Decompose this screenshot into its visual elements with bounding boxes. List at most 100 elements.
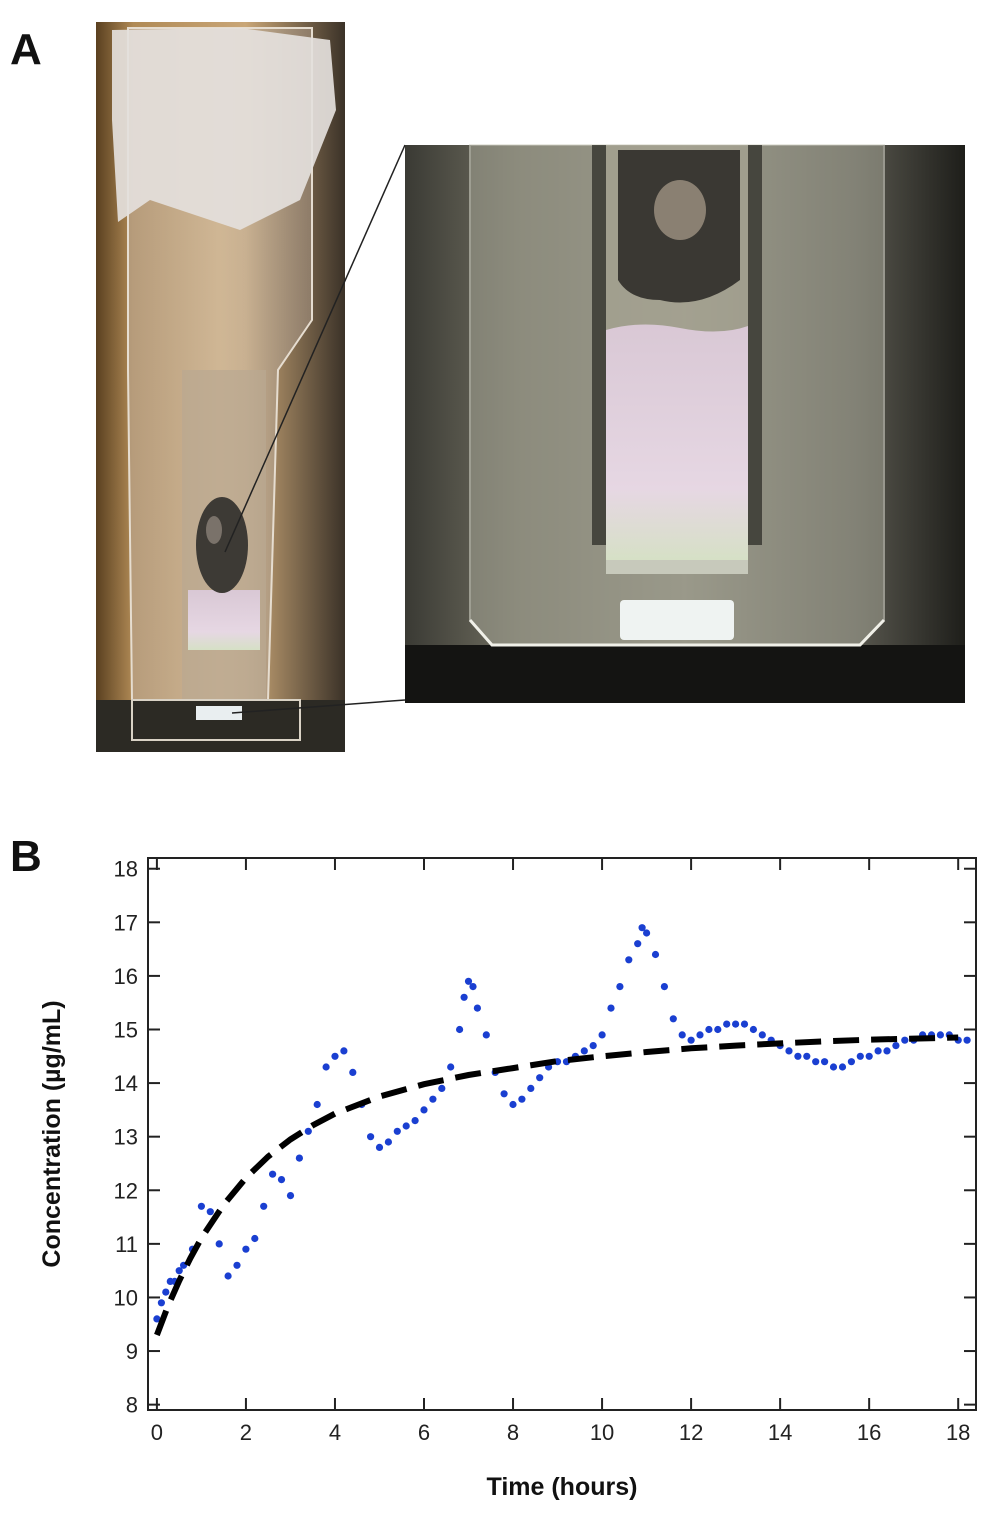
x-tick-label: 16 (857, 1420, 881, 1445)
data-point (607, 1004, 615, 1012)
data-point (295, 1154, 303, 1162)
cuvette-photos (96, 22, 965, 752)
data-point (634, 940, 642, 948)
data-point (482, 1031, 490, 1039)
data-point (402, 1122, 410, 1130)
data-point (518, 1095, 526, 1103)
data-point (883, 1047, 891, 1055)
cuvette-full-photo (96, 22, 345, 752)
data-point (469, 983, 477, 991)
data-point (589, 1042, 597, 1050)
data-point (500, 1090, 508, 1098)
data-points (153, 924, 971, 1323)
x-tick-label: 12 (679, 1420, 703, 1445)
concentration-chart: 0 2 4 6 8 10 12 14 16 18 8 9 10 11 12 13 14 15 16 17 18 Tim… (38, 857, 977, 1501)
plot-frame (147, 857, 977, 1411)
y-tick-label: 14 (114, 1071, 138, 1096)
y-tick-label: 10 (114, 1285, 138, 1310)
x-tick-label: 6 (418, 1420, 430, 1445)
data-point (153, 1315, 161, 1323)
data-point (847, 1058, 856, 1066)
x-tick-label: 4 (329, 1420, 341, 1445)
data-point (536, 1074, 544, 1082)
x-tick-label: 2 (240, 1420, 252, 1445)
data-point (856, 1052, 864, 1060)
data-point (286, 1192, 295, 1200)
data-point (687, 1036, 695, 1044)
data-point (313, 1100, 321, 1109)
data-point (206, 1208, 214, 1216)
x-axis-title: Time (hours) (487, 1473, 638, 1501)
y-tick-label: 8 (126, 1393, 138, 1418)
data-point (660, 983, 669, 991)
y-axis-ticks: 8 9 10 11 12 13 14 15 16 17 18 (114, 857, 976, 1418)
data-point (669, 1015, 677, 1023)
data-point (758, 1031, 766, 1039)
data-point (527, 1084, 535, 1092)
data-point (215, 1240, 223, 1248)
data-point (838, 1063, 847, 1071)
data-point (393, 1127, 401, 1135)
zoom-line-bottom (231, 699, 406, 714)
data-point (812, 1058, 820, 1066)
fit-curve (154, 1034, 959, 1337)
data-point (340, 1047, 348, 1055)
data-point (429, 1095, 437, 1103)
y-tick-label: 12 (114, 1178, 138, 1203)
data-point (384, 1138, 392, 1146)
data-point (696, 1031, 704, 1039)
y-tick-label: 11 (115, 1232, 138, 1257)
data-point (197, 1202, 205, 1210)
data-point (638, 924, 646, 932)
data-point (411, 1117, 419, 1125)
panel-b-label: B (10, 832, 42, 881)
data-point (473, 1004, 481, 1012)
x-axis-ticks: 0 2 4 6 8 10 12 14 16 18 (151, 858, 970, 1445)
data-point (349, 1068, 357, 1076)
panel-a-label: A (10, 25, 42, 74)
data-point (162, 1288, 170, 1296)
data-point (874, 1047, 882, 1055)
data-point (749, 1025, 758, 1034)
data-point (460, 993, 468, 1001)
data-point (157, 1299, 165, 1307)
data-point (643, 929, 651, 937)
data-point (464, 977, 473, 985)
data-point (901, 1036, 909, 1044)
data-point (580, 1047, 588, 1055)
y-tick-label: 15 (114, 1017, 138, 1042)
data-point (233, 1261, 241, 1269)
data-point (732, 1020, 740, 1028)
data-point (794, 1052, 802, 1060)
y-tick-label: 17 (114, 910, 138, 935)
x-tick-label: 10 (590, 1420, 614, 1445)
data-point (829, 1063, 838, 1071)
data-point (714, 1025, 722, 1034)
data-point (375, 1143, 384, 1151)
data-point (821, 1058, 829, 1066)
data-point (420, 1106, 428, 1114)
data-point (269, 1170, 277, 1178)
data-point (616, 983, 624, 991)
data-point (447, 1063, 455, 1071)
zoom-line-top (224, 144, 406, 553)
data-point (242, 1245, 250, 1253)
data-point (598, 1031, 606, 1039)
data-point (723, 1020, 731, 1028)
x-tick-label: 18 (946, 1420, 970, 1445)
data-point (803, 1052, 811, 1060)
data-point (865, 1052, 873, 1060)
data-point (322, 1063, 330, 1071)
data-point (963, 1036, 971, 1044)
data-point (438, 1084, 446, 1092)
data-point (304, 1127, 312, 1135)
y-tick-label: 13 (114, 1125, 138, 1150)
y-axis-title: Concentration (µg/mL) (38, 1000, 66, 1267)
data-point (251, 1234, 259, 1243)
data-point (456, 1025, 464, 1034)
data-point (175, 1267, 183, 1275)
data-point (651, 950, 660, 959)
y-tick-label: 9 (126, 1339, 138, 1364)
data-point (331, 1052, 339, 1060)
y-tick-label: 18 (114, 857, 138, 882)
